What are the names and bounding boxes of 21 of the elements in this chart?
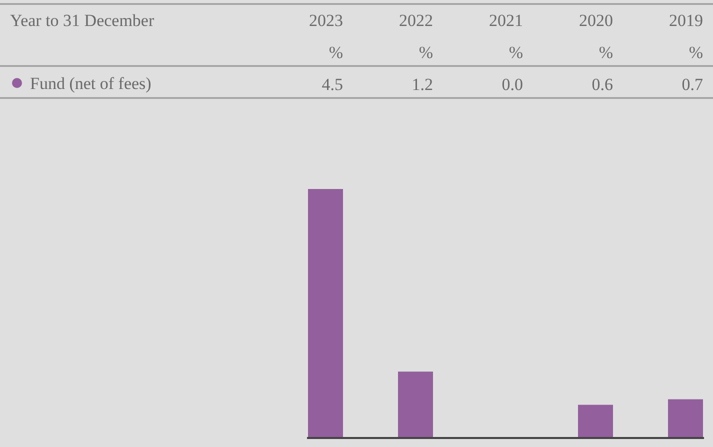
text: % <box>508 43 523 62</box>
data-label: 0.6 <box>592 75 613 94</box>
x-tick-label: 2022 <box>399 11 433 30</box>
legend-label: Fund (net of fees) <box>30 74 152 93</box>
data-label: 0.7 <box>682 75 704 94</box>
text: % <box>688 43 703 62</box>
bar <box>398 372 433 438</box>
bar <box>668 399 703 438</box>
bar <box>578 404 613 438</box>
x-tick-label: 2021 <box>489 11 523 30</box>
text: % <box>418 43 433 62</box>
x-tick-label: 2023 <box>309 11 343 30</box>
y-axis-title: % <box>328 43 343 62</box>
data-label: 1.2 <box>412 75 433 94</box>
bar <box>308 189 343 438</box>
text: % <box>598 43 613 62</box>
x-tick-label: 2020 <box>579 11 613 30</box>
x-tick-label: 2019 <box>669 11 703 30</box>
text: Year to 31 December <box>10 11 154 30</box>
data-label: 0.0 <box>502 75 523 94</box>
data-label: 4.5 <box>322 75 343 94</box>
